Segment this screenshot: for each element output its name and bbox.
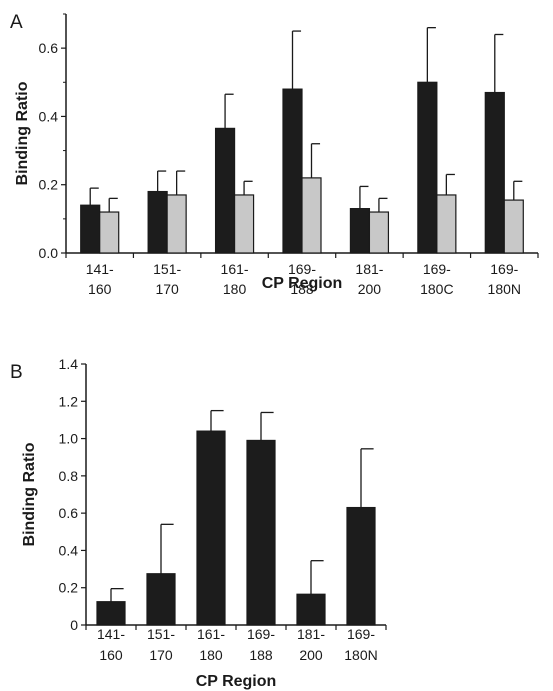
- a-category-label: 180: [223, 281, 247, 297]
- a-category-label: 141-: [86, 261, 114, 277]
- a-bar: [282, 88, 303, 254]
- b-bar: [296, 593, 326, 626]
- b-y-tick-label: 0.6: [59, 505, 79, 521]
- a-bar: [147, 190, 168, 254]
- panel-b: B 0 0.2 0.4 0.6 0.8 1.0 1.2 1.4 141- 160 151- 170 16…: [10, 356, 387, 690]
- b-category-label: 169-: [247, 626, 275, 642]
- a-y-tick-label: 0.4: [39, 108, 59, 124]
- b-category-label: 181-: [297, 626, 325, 642]
- a-bar: [301, 177, 322, 254]
- a-bar: [214, 127, 236, 254]
- b-category-label: 170: [149, 647, 173, 663]
- b-y-tick-label: 0: [70, 617, 78, 633]
- a-bar: [484, 91, 505, 254]
- a-bar: [368, 211, 390, 254]
- a-bar: [349, 208, 371, 254]
- a-y-tick-label: 0.2: [39, 177, 59, 193]
- a-category-label: 170: [155, 281, 179, 297]
- b-category-label: 180: [199, 647, 223, 663]
- b-y-tick-label: 0.4: [59, 542, 79, 558]
- a-bar: [80, 204, 101, 254]
- a-bar: [436, 194, 457, 254]
- b-bar: [346, 506, 376, 626]
- b-y-tick-label: 0.2: [59, 580, 79, 596]
- panel-b-letter: B: [10, 362, 23, 383]
- b-bar: [196, 430, 226, 626]
- a-category-label: 160: [88, 281, 112, 297]
- b-y-axis-label: Binding Ratio: [21, 442, 38, 546]
- a-category-label: 161-: [221, 261, 249, 277]
- b-bar: [246, 439, 276, 626]
- b-bar: [146, 573, 176, 626]
- panel-a: A 0.0 0.2 0.4 0.6 141- 160 151- 170 161- 180 169- 1…: [10, 12, 539, 297]
- b-category-label: 161-: [197, 626, 225, 642]
- a-y-tick-label: 0.6: [39, 40, 59, 56]
- a-bar: [166, 194, 187, 254]
- a-y-tick-label: 0.0: [39, 245, 59, 261]
- b-category-label: 169-: [347, 626, 375, 642]
- a-category-label: 151-: [153, 261, 181, 277]
- b-category-label: 200: [299, 647, 323, 663]
- b-y-tick-label: 0.8: [59, 468, 79, 484]
- a-category-label: 200: [358, 281, 382, 297]
- b-category-label: 151-: [147, 626, 175, 642]
- a-bar: [99, 211, 120, 254]
- a-category-label: 169-: [490, 261, 518, 277]
- a-category-label: 181-: [355, 261, 383, 277]
- panel-a-letter: A: [10, 12, 23, 33]
- a-y-axis-label: Binding Ratio: [14, 81, 31, 185]
- a-x-axis-label: CP Region: [262, 275, 343, 292]
- a-bar: [417, 81, 438, 254]
- b-x-axis-label: CP Region: [196, 673, 277, 690]
- b-y-tick-label: 1.4: [59, 356, 79, 372]
- b-category-label: 180N: [344, 647, 377, 663]
- b-y-tick-label: 1.2: [59, 393, 79, 409]
- a-category-label: 188: [290, 281, 314, 297]
- b-bar: [96, 601, 126, 626]
- a-category-label: 180C: [420, 281, 453, 297]
- b-category-label: 188: [249, 647, 273, 663]
- b-y-tick-label: 1.0: [59, 431, 79, 447]
- a-bar: [503, 199, 524, 254]
- b-category-label: 141-: [97, 626, 125, 642]
- b-category-label: 160: [99, 647, 123, 663]
- a-category-label: 180N: [488, 281, 521, 297]
- a-category-label: 169-: [423, 261, 451, 277]
- a-bar: [233, 194, 255, 254]
- a-category-label: 169-: [288, 261, 316, 277]
